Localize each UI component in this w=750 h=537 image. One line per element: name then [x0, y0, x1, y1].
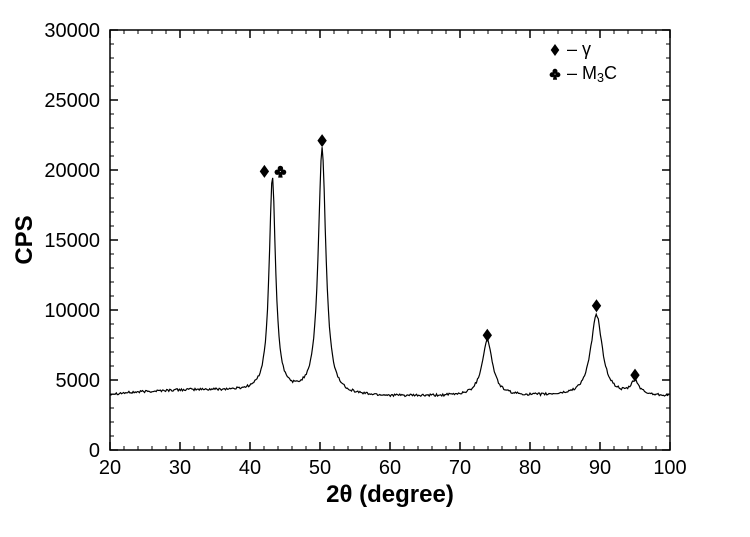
svg-text:70: 70 [449, 457, 471, 479]
svg-text:CPS: CPS [11, 215, 38, 264]
xrd-chart: 20 30 40 50 60 70 80 90 100 0 5000 10000 15000 20000 2… [0, 0, 750, 537]
svg-text:0: 0 [89, 440, 100, 462]
legend-entry: – γ [567, 39, 591, 59]
svg-text:100: 100 [653, 457, 686, 479]
svg-text:5000: 5000 [56, 370, 101, 392]
diamond-icon [630, 369, 639, 382]
svg-text:30: 30 [169, 457, 191, 479]
club-icon [550, 69, 561, 80]
svg-text:80: 80 [519, 457, 541, 479]
diamond-icon [592, 299, 601, 312]
svg-text:2θ (degree): 2θ (degree) [326, 481, 454, 508]
diamond-icon [483, 329, 492, 342]
xrd-curve [110, 147, 670, 396]
svg-text:25000: 25000 [44, 90, 100, 112]
diamond-icon [551, 44, 560, 56]
legend-entry: – M3C [567, 63, 617, 85]
svg-text:40: 40 [239, 457, 261, 479]
svg-text:20: 20 [99, 457, 121, 479]
svg-text:10000: 10000 [44, 300, 100, 322]
svg-text:30000: 30000 [44, 20, 100, 42]
diamond-icon [317, 134, 326, 147]
svg-text:60: 60 [379, 457, 401, 479]
svg-text:90: 90 [589, 457, 611, 479]
club-icon [275, 166, 287, 178]
diamond-icon [260, 165, 269, 178]
svg-text:50: 50 [309, 457, 331, 479]
svg-text:15000: 15000 [44, 230, 100, 252]
svg-text:20000: 20000 [44, 160, 100, 182]
